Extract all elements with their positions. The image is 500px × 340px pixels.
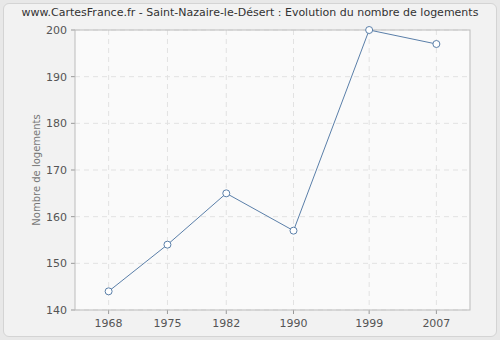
tick-label: 170 [46, 164, 67, 177]
tick-label: 140 [46, 304, 67, 317]
grid-line [75, 216, 470, 217]
tick-label: 160 [46, 211, 67, 224]
series-group [105, 27, 440, 295]
point [105, 288, 112, 295]
chart: www.CartesFrance.fr - Saint-Nazaire-le-D… [0, 0, 500, 340]
tick-mark [436, 310, 437, 314]
plot-area [75, 30, 470, 310]
y-axis-label: Nombre de logements [31, 114, 42, 225]
grid-line [369, 30, 370, 310]
tick-mark [369, 310, 370, 314]
tick-mark [71, 123, 75, 124]
point [223, 190, 230, 197]
tick-label: 190 [46, 71, 67, 84]
grid-line [226, 30, 227, 310]
tick-mark [108, 310, 109, 314]
series-line [109, 30, 437, 291]
tick-mark [167, 310, 168, 314]
plot-frame [75, 30, 470, 310]
grid-line [75, 123, 470, 124]
grid-line [293, 30, 294, 310]
grid-line [75, 263, 470, 264]
tick-label: 1975 [153, 317, 181, 330]
tick-label: 200 [46, 24, 67, 37]
point [366, 27, 373, 34]
tick-mark [71, 30, 75, 31]
tick-label: 1968 [95, 317, 123, 330]
grid-line [167, 30, 168, 310]
tick-label: 1990 [280, 317, 308, 330]
title: www.CartesFrance.fr - Saint-Nazaire-le-D… [22, 6, 479, 19]
tick-label: 1999 [355, 317, 383, 330]
tick-mark [71, 310, 75, 311]
point [290, 227, 297, 234]
point [164, 241, 171, 248]
grid-line [108, 30, 109, 310]
tick-mark [293, 310, 294, 314]
tick-mark [71, 170, 75, 171]
tick-mark [226, 310, 227, 314]
tick-mark [71, 216, 75, 217]
grid-line [436, 30, 437, 310]
grid-line [75, 170, 470, 171]
tick-label: 1982 [212, 317, 240, 330]
tick-label: 2007 [422, 317, 450, 330]
point [433, 41, 440, 48]
tick-mark [71, 263, 75, 264]
tick-label: 150 [46, 257, 67, 270]
tick-mark [71, 76, 75, 77]
tick-label: 180 [46, 117, 67, 130]
grid-line [75, 76, 470, 77]
